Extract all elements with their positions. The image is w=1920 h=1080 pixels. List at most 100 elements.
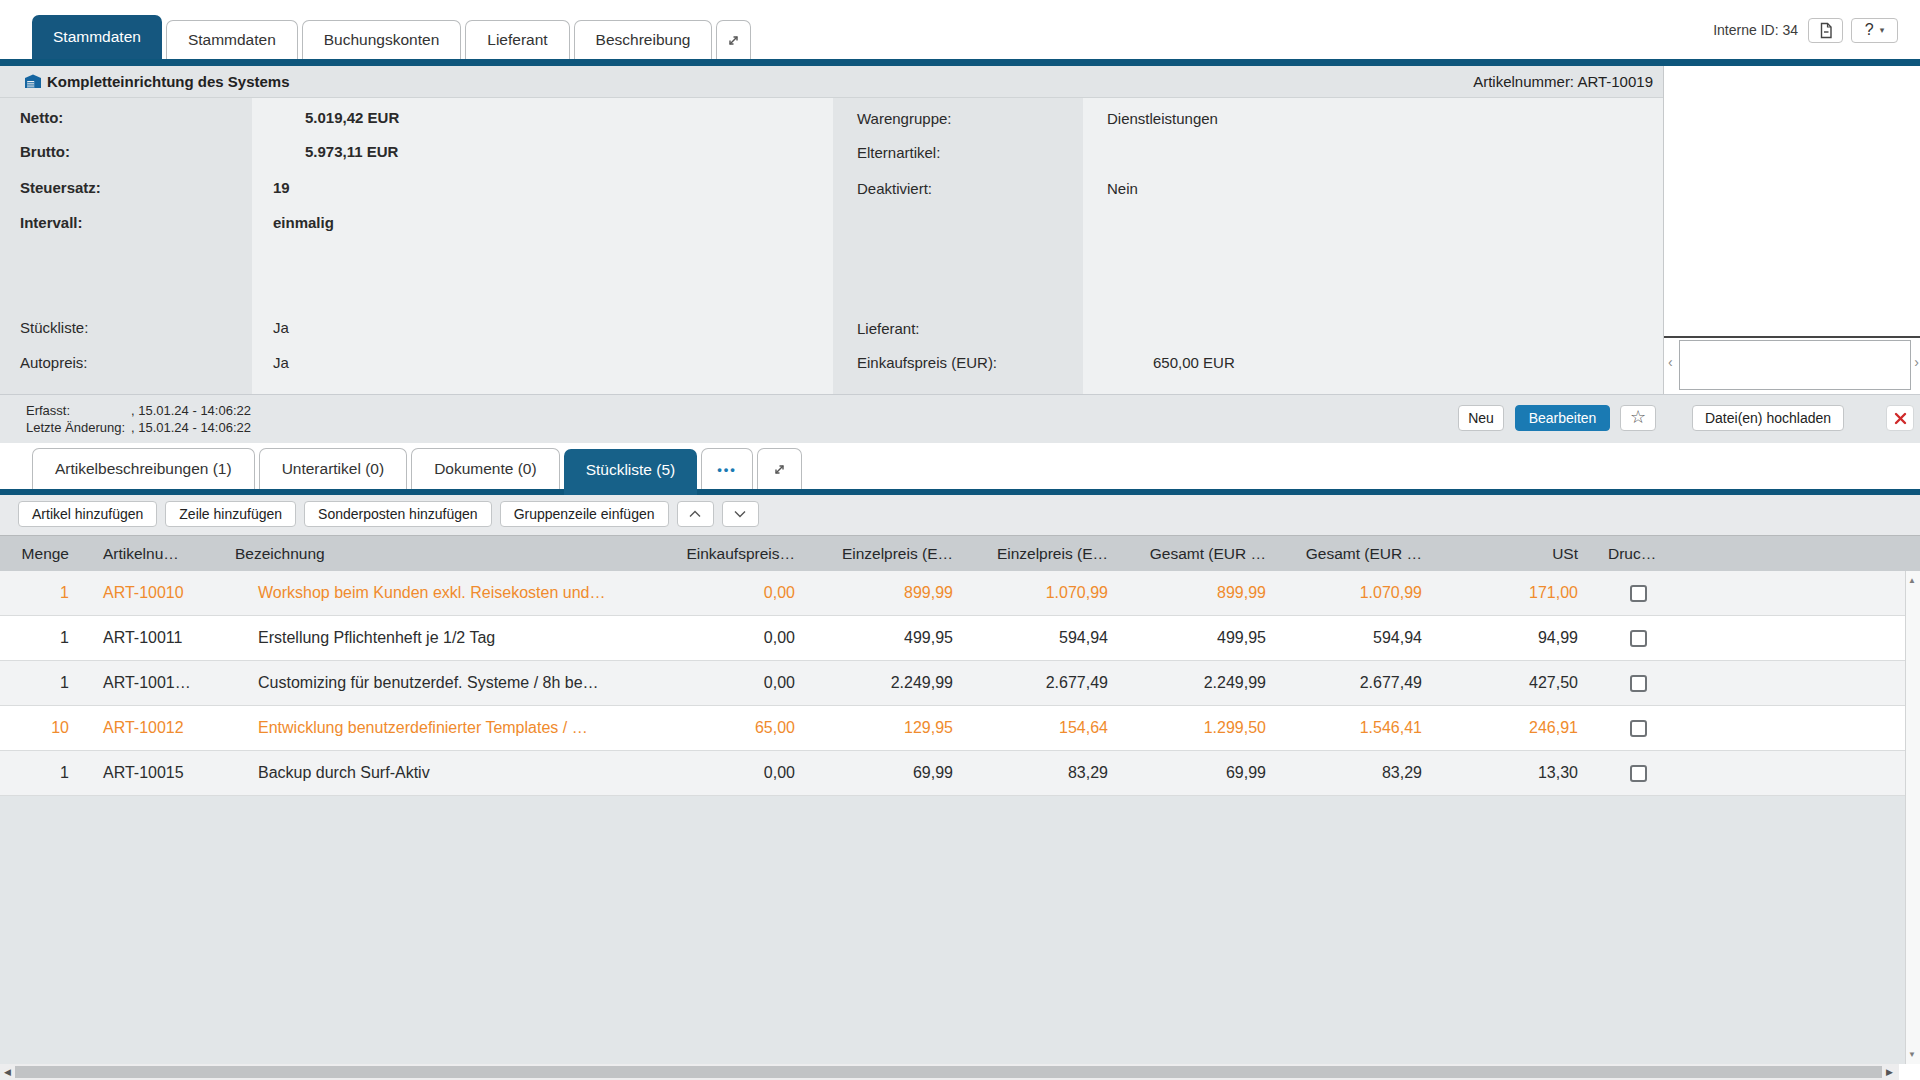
edit-label: Bearbeiten [1529, 410, 1597, 426]
ellipsis-icon: ••• [717, 462, 737, 477]
cell-druckposition [1583, 661, 1905, 705]
column-header-artikelnummer[interactable]: Artikelnu… [75, 536, 198, 571]
cell-artikelnummer: ART-10015 [75, 751, 198, 795]
cell-menge: 1 [0, 751, 75, 795]
button-label: Sonderposten hinzufügen [318, 506, 478, 522]
table-row[interactable]: 1 ART-1001… Customizing für benutzerdef.… [0, 661, 1905, 706]
table-row[interactable]: 1 ART-10010 Workshop beim Kunden exkl. R… [0, 571, 1905, 616]
tab-beschreibung[interactable]: Beschreibung [574, 20, 713, 59]
table-row[interactable]: 10 ART-10012 Entwicklung benutzerdefinie… [0, 706, 1905, 751]
detail-divider-bar [0, 489, 1920, 495]
print-checkbox[interactable] [1630, 585, 1647, 602]
expand-tabs-button[interactable] [716, 20, 751, 59]
star-icon: ☆ [1630, 406, 1646, 428]
favorite-button[interactable]: ☆ [1620, 405, 1656, 431]
cell-menge: 10 [0, 706, 75, 750]
help-dropdown-button[interactable]: ? ▾ [1851, 18, 1898, 43]
created-value: , 15.01.24 - 14:06:22 [131, 403, 251, 418]
scroll-right-icon[interactable]: ▶ [1886, 1067, 1893, 1077]
side-panel-divider [1664, 336, 1920, 338]
tab-dokumente[interactable]: Dokumente (0) [411, 448, 560, 489]
move-down-button[interactable] [722, 501, 759, 527]
field-label-elternartikel: Elternartikel: [857, 144, 940, 162]
column-header-einzelpreis-1[interactable]: Einzelpreis (E… [800, 536, 958, 571]
column-header-gesamt-1[interactable]: Gesamt (EUR … [1113, 536, 1271, 571]
detail-tab-bar: Artikelbeschreibungen (1) Unterartikel (… [32, 443, 802, 489]
horizontal-scrollbar-thumb[interactable] [15, 1066, 1882, 1078]
application-window: Stammdaten Stammdaten Buchungskonten Lie… [0, 0, 1920, 1080]
cell-artikelnummer: ART-10012 [75, 706, 198, 750]
cell-einkaufspreis: 0,00 [660, 661, 800, 705]
print-checkbox[interactable] [1630, 765, 1647, 782]
record-header: Kompletteinrichtung des Systems Artikeln… [0, 66, 1663, 98]
cell-einkaufspreis: 0,00 [660, 616, 800, 660]
close-button[interactable] [1886, 405, 1914, 431]
tab-stammdaten[interactable]: Stammdaten [166, 20, 298, 59]
print-checkbox[interactable] [1630, 630, 1647, 647]
side-panel-scrollbar[interactable] [1679, 340, 1911, 390]
tab-artikelbeschreibungen[interactable]: Artikelbeschreibungen (1) [32, 448, 255, 489]
scroll-left-icon[interactable]: ◀ [4, 1067, 11, 1077]
cell-artikelnummer: ART-1001… [75, 661, 198, 705]
upload-label: Datei(en) hochladen [1705, 410, 1831, 426]
add-special-item-button[interactable]: Sonderposten hinzufügen [304, 501, 492, 527]
label-column-right [833, 98, 1083, 394]
record-footer: Erfasst: , 15.01.24 - 14:06:22 Letzte Än… [0, 394, 1920, 443]
horizontal-scrollbar[interactable]: ◀ ▶ [0, 1064, 1920, 1080]
cell-druckposition [1583, 571, 1905, 615]
field-value-warengruppe: Dienstleistungen [1107, 110, 1218, 128]
expand-detail-button[interactable] [757, 448, 802, 489]
column-header-bezeichnung[interactable]: Bezeichnung [198, 536, 660, 571]
document-button[interactable] [1808, 18, 1843, 43]
print-checkbox[interactable] [1630, 675, 1647, 692]
new-button[interactable]: Neu [1458, 405, 1504, 431]
field-value-brutto: 5.973,11 EUR [305, 143, 398, 161]
column-header-druckposition[interactable]: Druc… [1583, 536, 1905, 571]
scroll-up-icon[interactable]: ▲ [1908, 576, 1916, 585]
cell-bezeichnung: Workshop beim Kunden exkl. Reisekosten u… [198, 571, 660, 615]
more-tabs-button[interactable]: ••• [701, 448, 753, 489]
edit-button[interactable]: Bearbeiten [1515, 405, 1610, 431]
table-row[interactable]: 1 ART-10015 Backup durch Surf-Aktiv 0,00… [0, 751, 1905, 796]
column-header-menge[interactable]: Menge [0, 536, 75, 571]
tab-unterartikel[interactable]: Unterartikel (0) [259, 448, 408, 489]
upload-button[interactable]: Datei(en) hochladen [1692, 405, 1844, 431]
scroll-right-arrow[interactable]: › [1914, 354, 1919, 370]
scroll-down-icon[interactable]: ▼ [1908, 1050, 1916, 1059]
cell-einkaufspreis: 0,00 [660, 571, 800, 615]
tab-buchungskonten[interactable]: Buchungskonten [302, 20, 461, 59]
column-header-ust[interactable]: USt [1427, 536, 1583, 571]
article-number: Artikelnummer: ART-10019 [1473, 66, 1653, 97]
interne-id-label: Interne ID: 34 [1713, 22, 1798, 38]
button-label: Gruppenzeile einfügen [514, 506, 655, 522]
add-article-button[interactable]: Artikel hinzufügen [18, 501, 157, 527]
insert-group-row-button[interactable]: Gruppenzeile einfügen [500, 501, 669, 527]
scroll-left-arrow[interactable]: ‹ [1668, 354, 1673, 370]
column-header-einkaufspreis[interactable]: Einkaufspreis… [660, 536, 800, 571]
print-checkbox[interactable] [1630, 720, 1647, 737]
tab-label: Buchungskonten [324, 31, 439, 49]
value-column-right [1083, 98, 1663, 394]
cell-gesamt-2: 2.677,49 [1271, 661, 1427, 705]
created-label: Erfasst: [26, 403, 70, 418]
cell-druckposition [1583, 706, 1905, 750]
tab-stammdaten-active[interactable]: Stammdaten [32, 15, 162, 59]
column-header-gesamt-2[interactable]: Gesamt (EUR … [1271, 536, 1427, 571]
field-label-einkaufspreis: Einkaufspreis (EUR): [857, 354, 997, 372]
cell-ust: 94,99 [1427, 616, 1583, 660]
tab-label: Artikelbeschreibungen (1) [55, 460, 232, 478]
move-up-button[interactable] [677, 501, 714, 527]
cell-menge: 1 [0, 571, 75, 615]
tab-label: Stammdaten [53, 28, 141, 46]
tab-lieferant[interactable]: Lieferant [465, 20, 569, 59]
cell-einzelpreis-2: 154,64 [958, 706, 1113, 750]
table-row[interactable]: 1 ART-10011 Erstellung Pflichtenheft je … [0, 616, 1905, 661]
field-value-intervall: einmalig [273, 214, 334, 232]
cell-menge: 1 [0, 661, 75, 705]
vertical-scrollbar[interactable]: ▲ ▼ [1905, 571, 1920, 1064]
column-header-einzelpreis-2[interactable]: Einzelpreis (E… [958, 536, 1113, 571]
field-label-steuersatz: Steuersatz: [20, 179, 101, 197]
tab-label: Dokumente (0) [434, 460, 537, 478]
tab-stueckliste-active[interactable]: Stückliste (5) [564, 449, 698, 495]
add-row-button[interactable]: Zeile hinzufügen [165, 501, 296, 527]
